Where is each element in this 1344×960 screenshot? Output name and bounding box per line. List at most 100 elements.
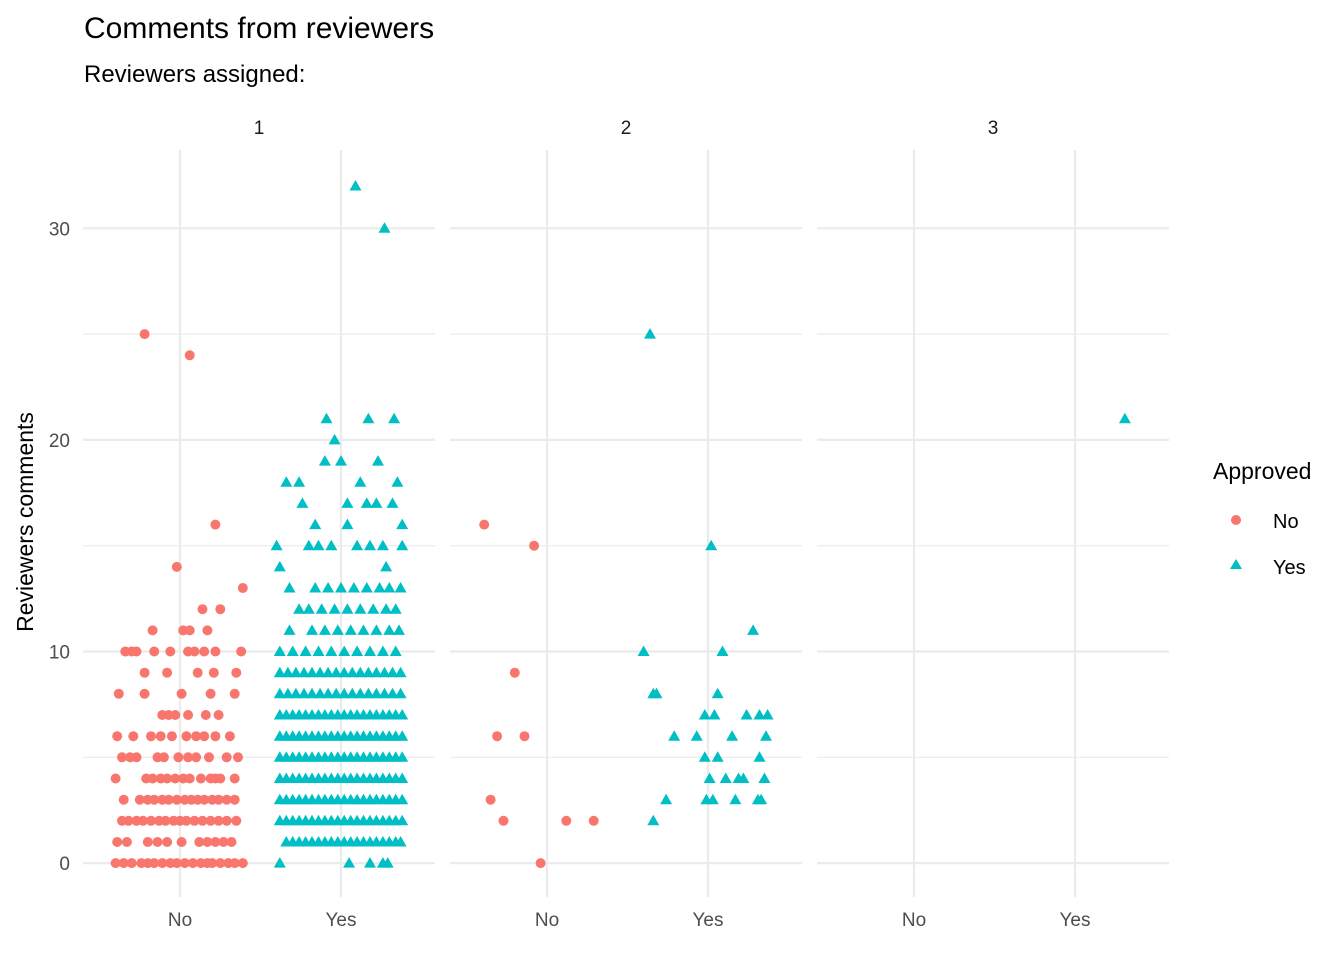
point-not-approved <box>157 858 168 869</box>
point-approved <box>273 687 286 699</box>
point-not-approved <box>189 646 200 657</box>
point-approved <box>306 666 318 678</box>
point-approved <box>740 709 753 720</box>
point-approved <box>338 645 351 656</box>
point-approved <box>389 603 402 614</box>
point-not-approved <box>131 646 142 657</box>
point-approved <box>314 666 327 678</box>
point-approved <box>338 666 351 678</box>
point-approved <box>328 433 341 445</box>
point-approved <box>389 645 402 656</box>
facet-strip-label: 1 <box>254 118 265 139</box>
point-approved <box>376 645 389 656</box>
point-approved <box>370 666 383 678</box>
point-not-approved <box>237 583 248 593</box>
point-not-approved <box>183 752 194 763</box>
point-approved <box>758 772 771 783</box>
grid-lines <box>83 150 1169 897</box>
point-not-approved <box>165 646 176 657</box>
y-axis-title: Reviewers comments <box>12 412 38 632</box>
point-approved <box>341 497 354 508</box>
point-approved <box>370 687 383 699</box>
point-not-approved <box>229 688 240 699</box>
point-approved <box>312 539 325 551</box>
point-approved <box>302 603 315 614</box>
point-not-approved <box>208 667 219 678</box>
point-approved <box>273 857 286 868</box>
x-tick-label: Yes <box>326 910 357 931</box>
chart-title: Comments from reviewers <box>84 12 434 45</box>
point-not-approved <box>236 646 247 657</box>
point-not-approved <box>213 794 224 805</box>
point-not-approved <box>192 667 203 678</box>
point-approved <box>343 857 356 868</box>
point-not-approved <box>139 667 150 678</box>
point-not-approved <box>529 540 540 551</box>
point-not-approved <box>229 773 240 784</box>
point-approved <box>396 772 409 783</box>
point-approved <box>388 412 401 424</box>
point-not-approved <box>199 794 210 805</box>
legend: Approved No Yes <box>1213 458 1311 579</box>
point-not-approved <box>170 773 181 784</box>
point-approved <box>708 709 721 720</box>
point-approved <box>322 666 335 678</box>
point-approved <box>298 666 310 678</box>
legend-no-circle-marker <box>1231 515 1241 525</box>
point-not-approved <box>237 858 248 869</box>
point-not-approved <box>128 731 139 742</box>
point-not-approved <box>163 794 174 805</box>
point-approved <box>283 624 296 635</box>
point-not-approved <box>147 773 158 784</box>
point-approved <box>719 772 732 783</box>
data-points <box>110 180 1131 869</box>
point-approved <box>650 687 663 699</box>
point-approved <box>351 645 364 656</box>
facet-strip-label: 2 <box>621 118 632 139</box>
facet-strip-label: 3 <box>988 118 999 139</box>
point-not-approved <box>131 752 142 763</box>
point-approved <box>647 814 660 826</box>
point-approved <box>367 603 380 614</box>
point-approved <box>396 751 409 762</box>
point-not-approved <box>588 815 599 826</box>
point-not-approved <box>158 752 169 763</box>
point-not-approved <box>221 752 232 763</box>
point-approved <box>394 582 407 593</box>
point-not-approved <box>113 688 124 699</box>
point-approved <box>396 518 409 530</box>
point-not-approved <box>210 731 221 742</box>
point-not-approved <box>215 773 226 784</box>
point-not-approved <box>205 688 216 699</box>
point-not-approved <box>152 837 163 847</box>
legend-yes-triangle-marker <box>1230 559 1242 569</box>
point-not-approved <box>112 731 123 742</box>
point-approved <box>726 730 739 741</box>
point-approved <box>318 624 331 635</box>
x-tick-label: Yes <box>1060 910 1091 931</box>
point-not-approved <box>535 858 546 869</box>
point-approved <box>273 560 286 572</box>
point-not-approved <box>162 773 173 784</box>
facet-strip-labels: 1 2 3 <box>254 118 999 139</box>
point-approved <box>362 666 375 678</box>
point-approved <box>306 687 318 699</box>
point-approved <box>396 539 409 551</box>
point-approved <box>393 624 405 635</box>
point-not-approved <box>194 837 205 847</box>
point-not-approved <box>187 858 198 869</box>
point-approved <box>660 793 673 805</box>
point-not-approved <box>213 710 224 720</box>
point-not-approved <box>183 710 194 720</box>
point-approved <box>354 666 367 678</box>
point-not-approved <box>171 858 182 869</box>
x-tick-label: No <box>168 910 192 931</box>
point-approved <box>711 751 724 762</box>
point-not-approved <box>226 837 237 847</box>
point-approved <box>354 603 367 614</box>
point-approved <box>396 709 409 720</box>
point-not-approved <box>204 752 214 763</box>
y-tick-label: 0 <box>59 854 70 875</box>
point-not-approved <box>121 837 132 847</box>
point-approved <box>347 582 360 593</box>
